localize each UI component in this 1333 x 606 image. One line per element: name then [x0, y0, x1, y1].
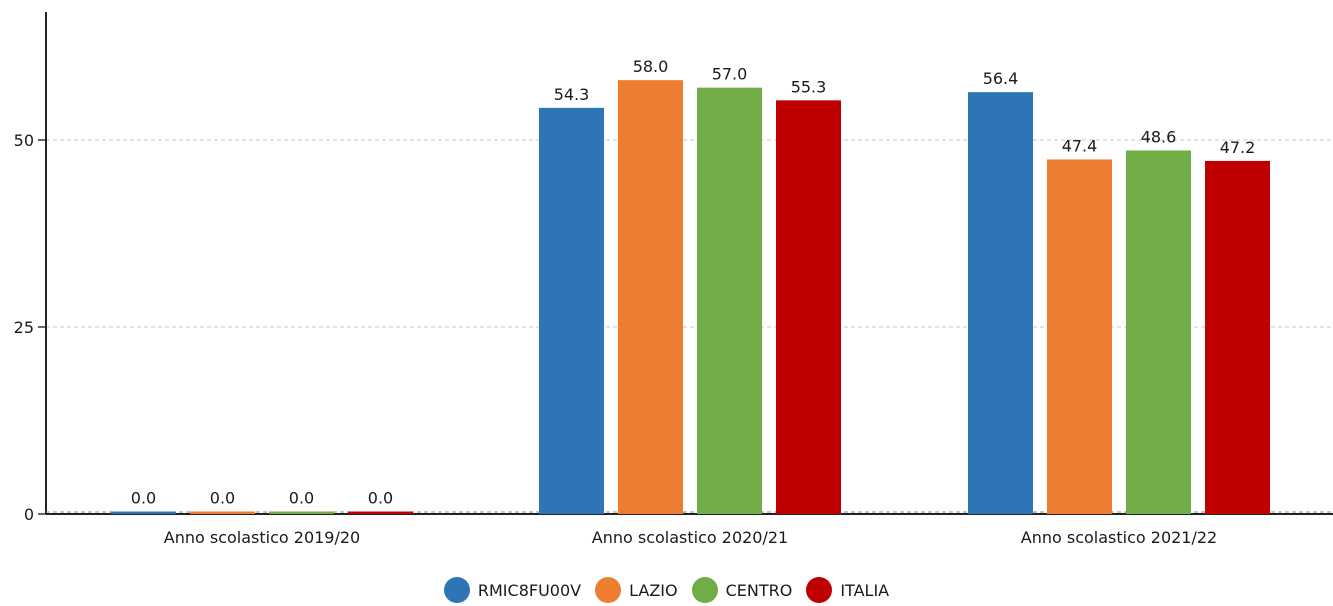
bar-value-label: 47.4	[1062, 136, 1098, 155]
legend-item[interactable]: CENTRO	[691, 577, 793, 603]
bar-value-label: 55.3	[791, 77, 827, 96]
legend: RMIC8FU00V LAZIO CENTRO ITALIA	[0, 574, 1333, 606]
bar	[348, 511, 413, 514]
y-tick-label: 0	[24, 505, 34, 524]
bar	[618, 80, 683, 514]
y-tick-label: 50	[14, 131, 34, 150]
x-category-label: Anno scolastico 2021/22	[1021, 528, 1217, 547]
x-category-label: Anno scolastico 2019/20	[164, 528, 360, 547]
x-category-label: Anno scolastico 2020/21	[592, 528, 788, 547]
legend-label: ITALIA	[840, 580, 890, 600]
bar	[1205, 160, 1270, 514]
bar	[1126, 150, 1191, 515]
bar	[539, 107, 604, 514]
bar-value-label: 48.6	[1141, 127, 1177, 146]
bar-value-label: 0.0	[368, 489, 393, 508]
bar	[111, 511, 176, 514]
legend-swatch	[443, 577, 470, 603]
bar-value-label: 0.0	[210, 489, 235, 508]
bar-value-label: 56.4	[983, 69, 1019, 88]
axes: 0 25 50 Anno scolastico 2019/20 Anno scolast…	[14, 12, 1333, 547]
data-labels: 0.0 0.0 0.0 0.0 54.3 58.0 57.0 55.3 56.4 47.4 48.6…	[131, 57, 1256, 507]
legend-item[interactable]: ITALIA	[806, 577, 889, 603]
bar-chart: 0 25 50 Anno scolastico 2019/20 Anno scolast…	[14, 12, 1333, 547]
bars	[111, 80, 1270, 515]
bar-value-label: 57.0	[712, 65, 748, 84]
legend-item[interactable]: RMIC8FU00V	[443, 577, 582, 603]
legend-swatch	[691, 577, 718, 603]
legend-label: LAZIO	[629, 580, 678, 600]
bar-value-label: 58.0	[633, 57, 669, 76]
legend-label: CENTRO	[725, 580, 793, 600]
legend-swatch	[806, 577, 833, 603]
bar	[776, 100, 841, 514]
bar	[269, 511, 334, 514]
bar-value-label: 0.0	[131, 489, 156, 508]
legend-item[interactable]: LAZIO	[595, 577, 678, 603]
bar-value-label: 47.2	[1220, 138, 1256, 157]
bar	[190, 511, 255, 514]
bar	[1047, 159, 1112, 514]
bar	[968, 92, 1033, 515]
grid-lines	[46, 139, 1333, 328]
legend-label: RMIC8FU00V	[477, 580, 582, 600]
bar-value-label: 0.0	[289, 489, 314, 508]
y-tick-label: 25	[14, 318, 34, 337]
legend-swatch	[595, 577, 622, 603]
bar	[697, 87, 762, 514]
bar-value-label: 54.3	[554, 85, 590, 104]
